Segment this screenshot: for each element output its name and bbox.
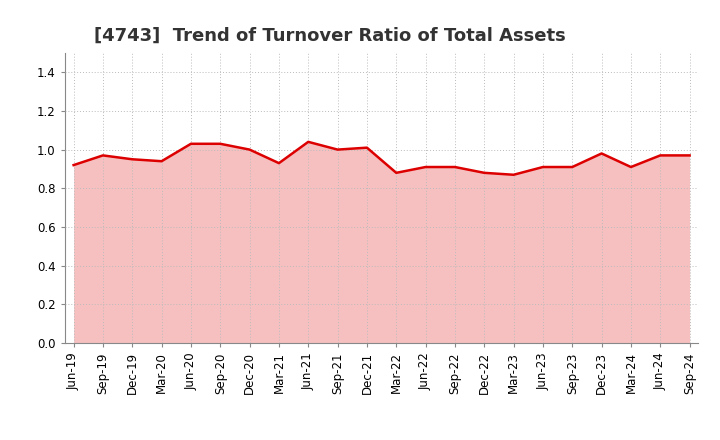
Text: [4743]  Trend of Turnover Ratio of Total Assets: [4743] Trend of Turnover Ratio of Total …: [94, 26, 565, 44]
